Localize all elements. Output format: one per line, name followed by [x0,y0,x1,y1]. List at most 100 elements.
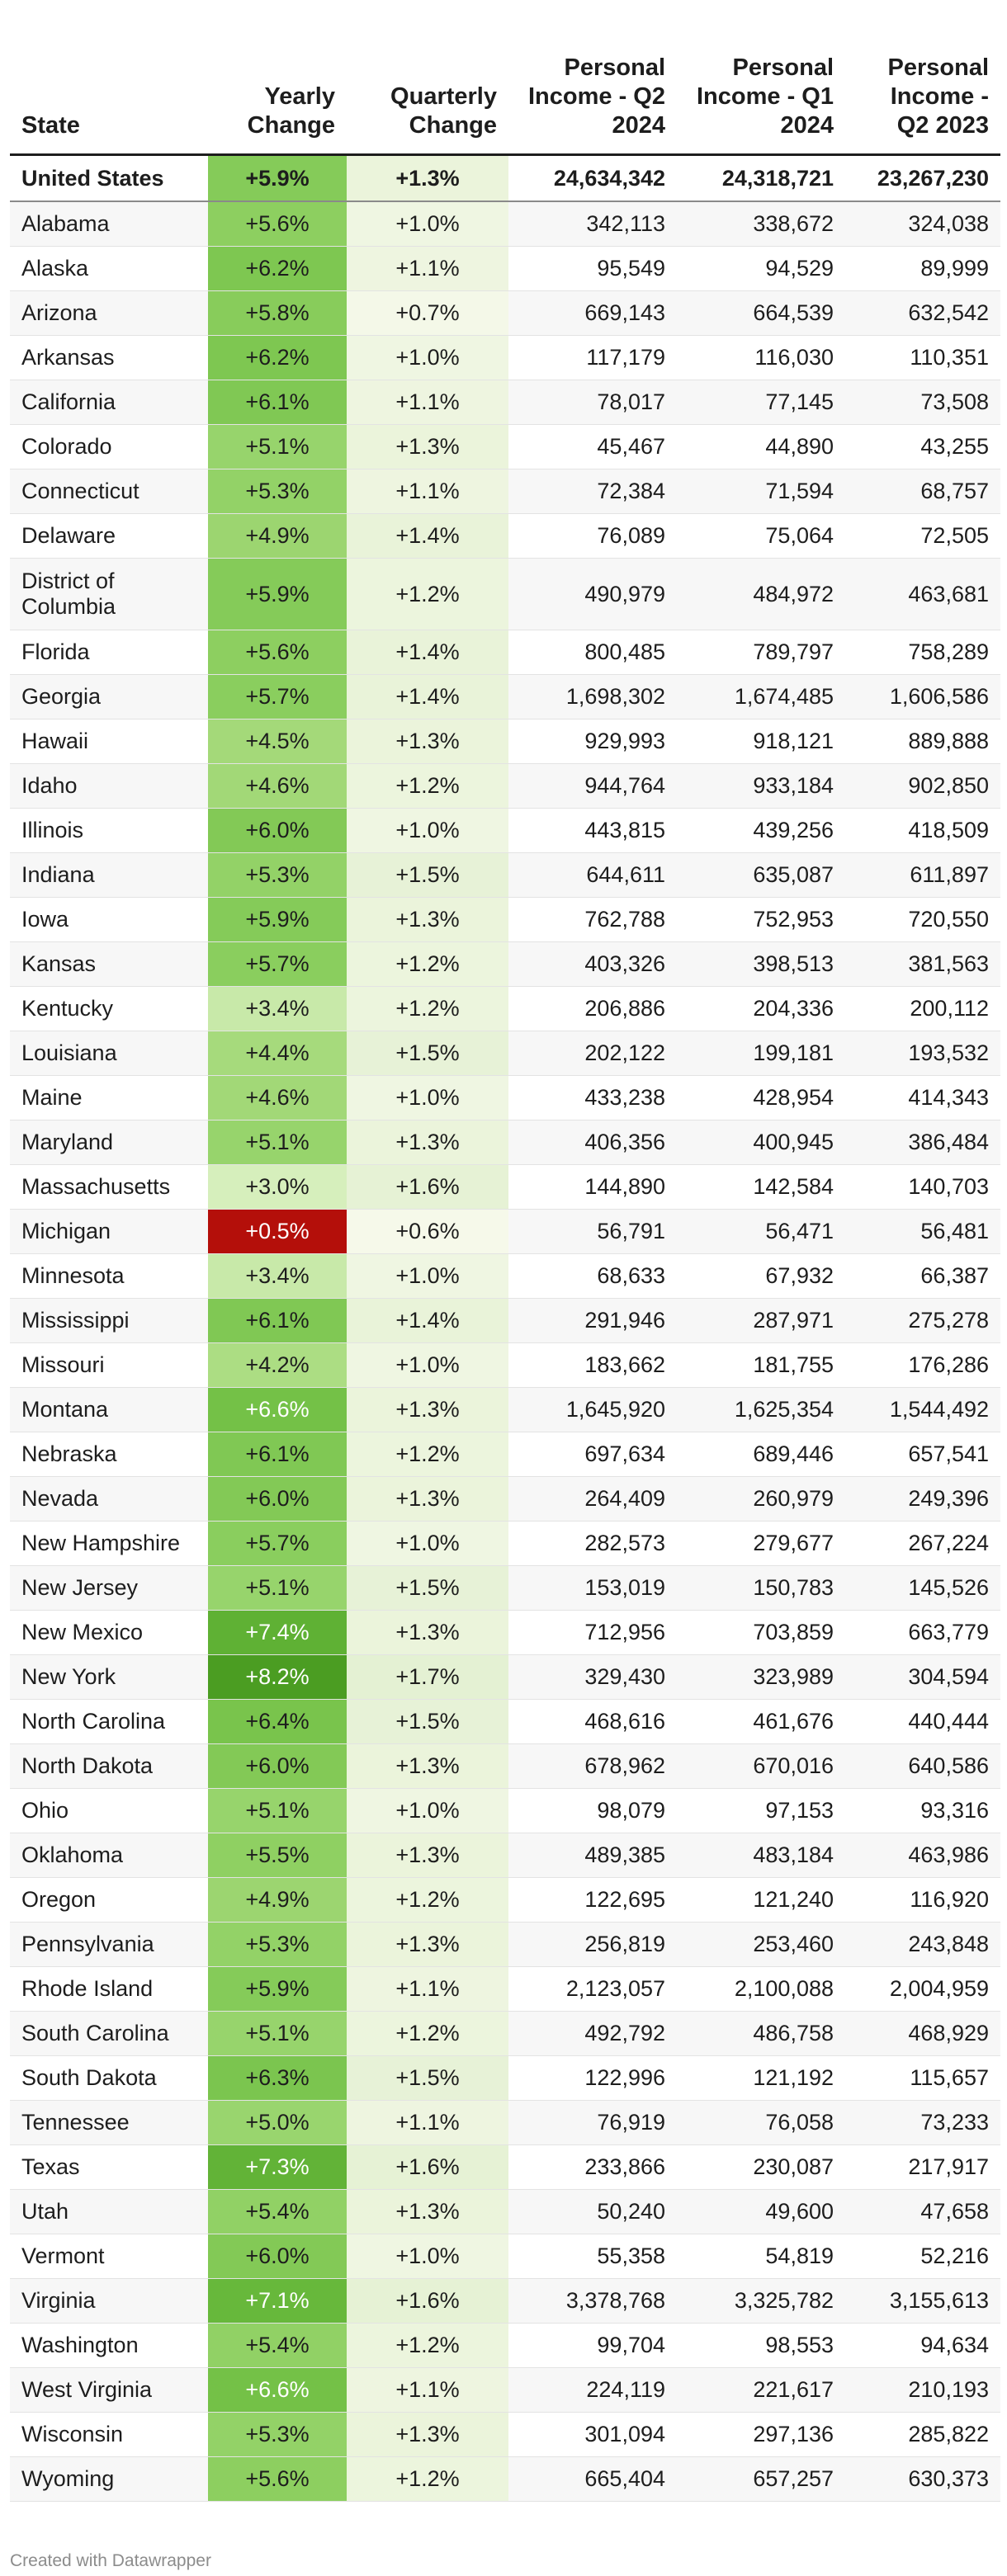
income-q2-2023-cell: 1,606,586 [845,674,1000,719]
state-cell: Utah [10,2189,208,2234]
income-q2-2023-cell: 463,986 [845,1833,1000,1878]
income-q1-2024-cell: 297,136 [677,2412,845,2457]
table-row: Rhode Island +5.9% +1.1% 2,123,057 2,100,088… [10,1966,1000,2012]
income-q1-2024-cell: 483,184 [677,1833,845,1878]
yearly-change-cell: +5.1% [208,2011,347,2056]
column-header-quarterly-change[interactable]: Quarterly Change [347,23,508,156]
yearly-change-cell: +6.4% [208,1699,347,1744]
quarterly-change-cell: +1.5% [347,852,508,898]
yearly-change-cell: +5.5% [208,1833,347,1878]
state-cell: Alaska [10,246,208,291]
income-q2-2023-cell: 381,563 [845,941,1000,987]
quarterly-change-cell: +1.0% [347,335,508,380]
yearly-change-cell: +5.6% [208,2456,347,2502]
table-row: Indiana +5.3% +1.5% 644,611 635,087 611,897 [10,852,1000,898]
table-row: Michigan +0.5% +0.6% 56,791 56,471 56,481 [10,1209,1000,1254]
income-q1-2024-cell: 76,058 [677,2100,845,2145]
income-q1-2024-cell: 199,181 [677,1031,845,1076]
income-q2-2024-cell: 76,919 [508,2100,677,2145]
yearly-change-cell: +6.0% [208,808,347,853]
column-header-yearly-change[interactable]: Yearly Change [208,23,347,156]
state-cell: Arkansas [10,335,208,380]
state-cell: Alabama [10,201,208,247]
income-q2-2023-cell: 304,594 [845,1654,1000,1700]
income-q2-2023-cell: 73,233 [845,2100,1000,2145]
income-q2-2024-cell: 644,611 [508,852,677,898]
table-row: New Hampshire +5.7% +1.0% 282,573 279,677 267… [10,1521,1000,1566]
column-header-income-q2-2024[interactable]: Personal Income - Q2 2024 [508,23,677,156]
income-q1-2024-cell: 54,819 [677,2234,845,2279]
column-header-income-q2-2023[interactable]: Personal Income - Q2 2023 [845,23,1000,156]
income-q1-2024-cell: 2,100,088 [677,1966,845,2012]
state-cell: Mississippi [10,1298,208,1343]
income-q2-2023-cell: 200,112 [845,986,1000,1031]
quarterly-change-cell: +1.5% [347,1699,508,1744]
income-q2-2023-cell: 1,544,492 [845,1387,1000,1432]
quarterly-change-cell: +1.4% [347,1298,508,1343]
yearly-change-cell: +7.4% [208,1610,347,1655]
income-q2-2024-cell: 282,573 [508,1521,677,1566]
income-q1-2024-cell: 97,153 [677,1788,845,1833]
income-q2-2024-cell: 122,996 [508,2055,677,2101]
state-cell: Oklahoma [10,1833,208,1878]
income-q2-2024-cell: 490,979 [508,558,677,630]
state-cell: Nebraska [10,1432,208,1477]
income-q2-2024-cell: 99,704 [508,2323,677,2368]
table-row: Vermont +6.0% +1.0% 55,358 54,819 52,216 [10,2234,1000,2279]
quarterly-change-cell: +1.2% [347,2323,508,2368]
state-cell: Wyoming [10,2456,208,2502]
income-q1-2024-cell: 56,471 [677,1209,845,1254]
yearly-change-cell: +5.7% [208,674,347,719]
income-q2-2023-cell: 249,396 [845,1476,1000,1522]
yearly-change-cell: +5.7% [208,941,347,987]
income-q2-2023-cell: 176,286 [845,1342,1000,1388]
table-row: Texas +7.3% +1.6% 233,866 230,087 217,917 [10,2144,1000,2190]
income-q2-2023-cell: 110,351 [845,335,1000,380]
income-q2-2023-cell: 611,897 [845,852,1000,898]
yearly-change-cell: +3.4% [208,986,347,1031]
table-row: Tennessee +5.0% +1.1% 76,919 76,058 73,233 [10,2100,1000,2145]
yearly-change-cell: +4.9% [208,1877,347,1923]
table-row: Arizona +5.8% +0.7% 669,143 664,539 632,542 [10,290,1000,336]
yearly-change-cell: +7.3% [208,2144,347,2190]
income-q1-2024-cell: 933,184 [677,763,845,809]
column-header-state[interactable]: State [10,23,208,156]
yearly-change-cell: +4.2% [208,1342,347,1388]
yearly-change-cell: +5.1% [208,424,347,469]
state-cell: Minnesota [10,1253,208,1299]
income-q2-2023-cell: 663,779 [845,1610,1000,1655]
state-cell: Massachusetts [10,1164,208,1210]
income-q2-2023-cell: 902,850 [845,763,1000,809]
income-q2-2024-cell: 95,549 [508,246,677,291]
income-q2-2023-cell: 140,703 [845,1164,1000,1210]
yearly-change-cell: +6.3% [208,2055,347,2101]
quarterly-change-cell: +1.6% [347,2144,508,2190]
column-header-income-q1-2024[interactable]: Personal Income - Q1 2024 [677,23,845,156]
income-q2-2024-cell: 153,019 [508,1565,677,1611]
income-q1-2024-cell: 230,087 [677,2144,845,2190]
income-q2-2024-cell: 117,179 [508,335,677,380]
income-q1-2024-cell: 44,890 [677,424,845,469]
income-q1-2024-cell: 3,325,782 [677,2278,845,2324]
state-cell: Wisconsin [10,2412,208,2457]
income-q2-2023-cell: 116,920 [845,1877,1000,1923]
income-q2-2023-cell: 145,526 [845,1565,1000,1611]
income-q2-2023-cell: 630,373 [845,2456,1000,2502]
income-q2-2024-cell: 233,866 [508,2144,677,2190]
income-q2-2023-cell: 414,343 [845,1075,1000,1121]
quarterly-change-cell: +1.1% [347,469,508,514]
yearly-change-cell: +5.9% [208,154,347,202]
table-row: New Mexico +7.4% +1.3% 712,956 703,859 663,77… [10,1610,1000,1655]
yearly-change-cell: +6.0% [208,1743,347,1789]
yearly-change-cell: +5.0% [208,2100,347,2145]
table-row: Maine +4.6% +1.0% 433,238 428,954 414,343 [10,1075,1000,1121]
income-q1-2024-cell: 1,625,354 [677,1387,845,1432]
state-cell: Colorado [10,424,208,469]
table-row: Alaska +6.2% +1.1% 95,549 94,529 89,999 [10,246,1000,291]
yearly-change-cell: +5.9% [208,1966,347,2012]
income-q1-2024-cell: 918,121 [677,719,845,764]
income-table: State Yearly Change Quarterly Change Per… [10,23,1000,2502]
income-q1-2024-cell: 253,460 [677,1922,845,1967]
table-row: Nevada +6.0% +1.3% 264,409 260,979 249,396 [10,1476,1000,1522]
